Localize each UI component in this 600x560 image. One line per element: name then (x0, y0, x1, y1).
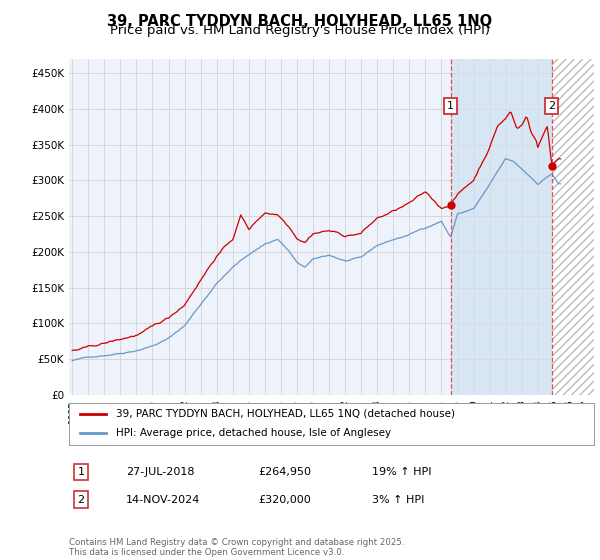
Text: 1: 1 (447, 101, 454, 111)
Text: 39, PARC TYDDYN BACH, HOLYHEAD, LL65 1NQ (detached house): 39, PARC TYDDYN BACH, HOLYHEAD, LL65 1NQ… (116, 409, 455, 419)
Text: £264,950: £264,950 (258, 467, 311, 477)
Text: 19% ↑ HPI: 19% ↑ HPI (372, 467, 431, 477)
Bar (451, 59, 552, 395)
Text: HPI: Average price, detached house, Isle of Anglesey: HPI: Average price, detached house, Isle… (116, 428, 391, 438)
Text: £320,000: £320,000 (258, 494, 311, 505)
Text: 2: 2 (548, 101, 556, 111)
Text: Price paid vs. HM Land Registry's House Price Index (HPI): Price paid vs. HM Land Registry's House … (110, 24, 490, 36)
Text: 3% ↑ HPI: 3% ↑ HPI (372, 494, 424, 505)
Text: 39, PARC TYDDYN BACH, HOLYHEAD, LL65 1NQ: 39, PARC TYDDYN BACH, HOLYHEAD, LL65 1NQ (107, 14, 493, 29)
Text: 14-NOV-2024: 14-NOV-2024 (126, 494, 200, 505)
Text: 2: 2 (77, 494, 85, 505)
Text: 27-JUL-2018: 27-JUL-2018 (126, 467, 194, 477)
Text: 1: 1 (77, 467, 85, 477)
Text: Contains HM Land Registry data © Crown copyright and database right 2025.
This d: Contains HM Land Registry data © Crown c… (69, 538, 404, 557)
